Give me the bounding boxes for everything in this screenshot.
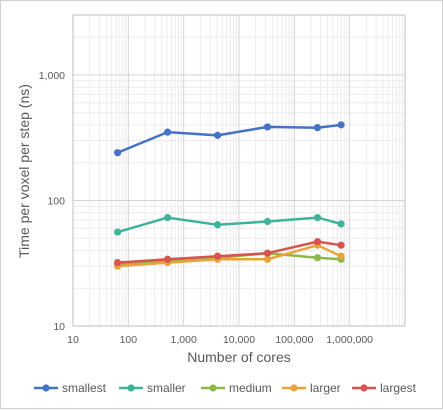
data-point-smaller (337, 220, 345, 228)
series-smaller (114, 214, 345, 236)
series-lines (114, 121, 345, 270)
data-point-largest (313, 238, 322, 246)
legend-label: smallest (62, 381, 107, 395)
legend-item-largest: largest (352, 381, 417, 395)
x-tick-label: 100 (120, 334, 138, 346)
data-point-largest (337, 241, 345, 249)
data-point-smallest (263, 123, 272, 131)
data-point-smaller (114, 228, 122, 236)
data-point-smallest (313, 124, 322, 132)
legend-item-medium: medium (201, 381, 272, 395)
y-tick-label: 1,000 (39, 70, 65, 82)
data-point-larger (263, 255, 272, 263)
series-line-largest (117, 240, 342, 264)
data-point-largest (114, 258, 122, 267)
data-point-smaller (163, 214, 172, 222)
x-tick-label: 1,000,000 (326, 334, 373, 346)
legend-label: largest (380, 381, 417, 395)
series-line-smaller (117, 216, 342, 234)
legend-swatch-marker (42, 384, 50, 392)
legend-swatch-marker (127, 384, 135, 392)
series-line-smallest (117, 123, 342, 154)
y-tick-label: 100 (47, 195, 65, 207)
data-point-smaller (313, 214, 322, 222)
y-tick-label: 10 (53, 321, 65, 333)
x-tick-label: 10 (67, 334, 79, 346)
legend-swatch-marker (360, 384, 368, 392)
legend-label: smaller (147, 381, 186, 395)
data-point-largest (213, 252, 222, 260)
data-point-larger (337, 252, 345, 260)
x-tick-label: 100,000 (275, 334, 313, 346)
data-point-smallest (163, 128, 172, 136)
series-largest (114, 238, 345, 267)
plot-area-border (72, 14, 406, 327)
data-point-smallest (213, 131, 222, 139)
legend-swatch-marker (209, 384, 217, 392)
major-gridlines (73, 15, 405, 326)
data-point-smaller (213, 221, 222, 229)
series-smallest (114, 121, 345, 157)
x-axis-title: Number of cores (187, 349, 290, 365)
data-point-smallest (337, 121, 345, 129)
data-point-largest (263, 249, 272, 257)
legend: smallest smaller medium larger largest (34, 381, 417, 395)
series-line-larger (117, 243, 342, 268)
legend-swatch-marker (290, 384, 298, 392)
x-tick-label: 1,000 (171, 334, 197, 346)
legend-item-smaller: smaller (119, 381, 186, 395)
y-tick-labels: 10 100 1,000 (39, 70, 65, 333)
data-point-largest (163, 255, 172, 263)
data-point-medium (313, 254, 322, 262)
legend-label: medium (229, 381, 272, 395)
legend-item-larger: larger (282, 381, 341, 395)
x-tick-labels: 10 100 1,000 10,000 100,000 1,000,000 (67, 334, 373, 346)
data-point-smallest (114, 149, 122, 157)
y-axis-title: Time per voxel per step (ns) (16, 84, 32, 258)
legend-item-smallest: smallest (34, 381, 107, 395)
data-point-smaller (263, 217, 272, 226)
legend-label: larger (310, 381, 341, 395)
x-tick-label: 10,000 (223, 334, 255, 346)
